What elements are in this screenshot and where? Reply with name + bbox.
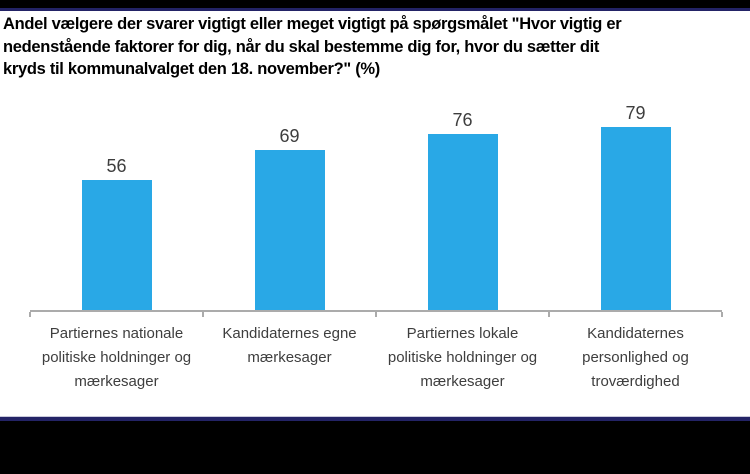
- axis-tick: [375, 312, 377, 317]
- bar-value-label: 76: [452, 110, 473, 130]
- bar: [427, 134, 498, 310]
- axis-tick: [202, 312, 204, 317]
- chart-title-line: kryds til kommunalvalget den 18. novembe…: [3, 60, 380, 78]
- bottom-light-line: [0, 416, 750, 417]
- x-axis-ticks: [29, 312, 723, 317]
- bar-value-label: 56: [106, 156, 127, 176]
- plot-area: 56 69 76 79: [30, 95, 722, 312]
- category-labels: Partiernes nationale politiske holdninge…: [30, 322, 722, 394]
- axis-tick: [548, 312, 550, 317]
- top-border-bar: [0, 0, 750, 8]
- bar-column: 69: [203, 95, 376, 310]
- bar-value-label: 79: [625, 103, 646, 123]
- chart-title: Andel vælgere der svarer vigtigt eller m…: [3, 13, 748, 81]
- category-label: Kandidaternes egne mærkesager: [222, 325, 357, 366]
- bar-column: 76: [376, 95, 549, 310]
- bottom-accent-line: [0, 417, 750, 421]
- category-label: Kandidaternes personlighed og troværdigh…: [582, 325, 689, 390]
- axis-tick: [721, 312, 723, 317]
- bar: [254, 150, 325, 310]
- bar-column: 79: [549, 95, 722, 310]
- bar-column: 56: [30, 95, 203, 310]
- bar-value-label: 69: [279, 126, 300, 146]
- bottom-border: [0, 416, 750, 474]
- category-label: Partiernes nationale politiske holdninge…: [41, 325, 192, 390]
- bar: [81, 180, 152, 310]
- bar: [600, 127, 671, 310]
- bottom-border-bar: [0, 421, 750, 474]
- category-label: Partiernes lokale politiske holdninger o…: [387, 325, 538, 390]
- chart-title-line: nedenstående faktorer for dig, når du sk…: [3, 37, 600, 56]
- chart-title-line: Andel vælgere der svarer vigtigt eller m…: [3, 15, 622, 33]
- axis-tick: [29, 312, 31, 317]
- top-accent-line: [0, 8, 750, 11]
